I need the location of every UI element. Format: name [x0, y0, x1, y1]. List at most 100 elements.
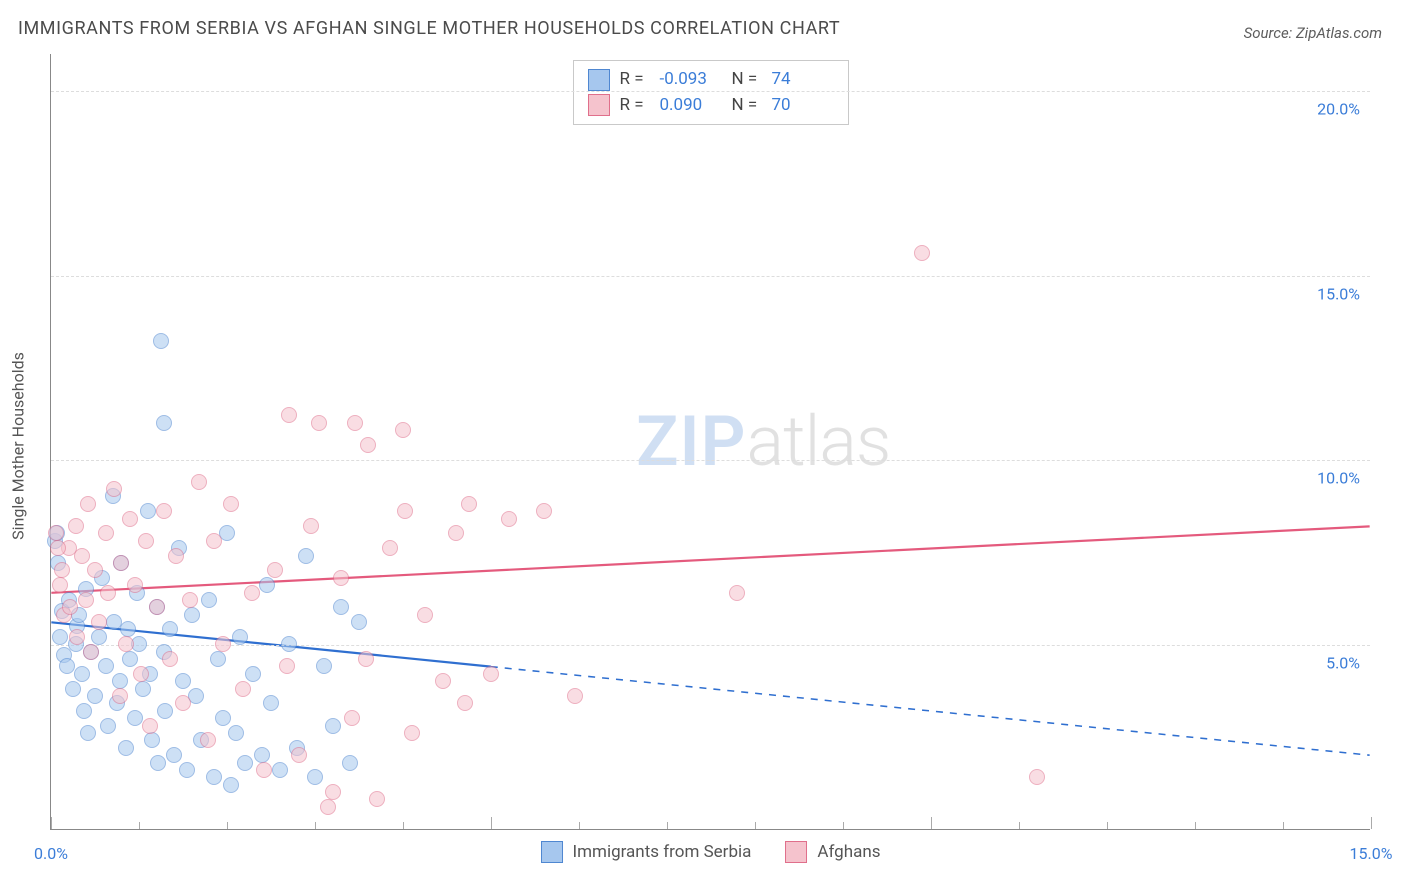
x-tick-minor [315, 822, 316, 829]
data-point-afghans [87, 562, 103, 578]
data-point-afghans [256, 762, 272, 778]
data-point-afghans [223, 496, 239, 512]
data-point-serbia [179, 762, 195, 778]
data-point-serbia [237, 755, 253, 771]
data-point-serbia [281, 636, 297, 652]
legend-stats-row-afghans: R = 0.090 N = 70 [588, 93, 834, 119]
data-point-afghans [291, 747, 307, 763]
data-point-afghans [369, 791, 385, 807]
data-point-afghans [62, 599, 78, 615]
data-point-afghans [382, 540, 398, 556]
data-point-serbia [65, 681, 81, 697]
gridline-h [51, 276, 1370, 277]
legend-swatch-serbia [541, 841, 563, 863]
data-point-afghans [91, 614, 107, 630]
data-point-serbia [215, 710, 231, 726]
x-tick [1371, 817, 1372, 829]
data-point-afghans [417, 607, 433, 623]
chart-source: Source: ZipAtlas.com [1244, 24, 1382, 42]
data-point-serbia [307, 769, 323, 785]
legend-item-afghans: Afghans [785, 841, 880, 863]
data-point-afghans [483, 666, 499, 682]
y-tick-label: 20.0% [1317, 99, 1360, 118]
data-point-serbia [254, 747, 270, 763]
data-point-afghans [83, 644, 99, 660]
data-point-afghans [448, 525, 464, 541]
data-point-afghans [344, 710, 360, 726]
data-point-afghans [914, 245, 930, 261]
x-tick-minor [227, 822, 228, 829]
data-point-serbia [157, 703, 173, 719]
data-point-serbia [120, 621, 136, 637]
data-point-afghans [501, 511, 517, 527]
data-point-serbia [228, 725, 244, 741]
data-point-afghans [320, 799, 336, 815]
data-point-serbia [325, 718, 341, 734]
data-point-serbia [162, 621, 178, 637]
x-tick-label: 0.0% [34, 844, 68, 863]
legend-label-afghans: Afghans [817, 842, 880, 862]
data-point-afghans [435, 673, 451, 689]
data-point-serbia [316, 658, 332, 674]
data-point-serbia [91, 629, 107, 645]
data-point-serbia [74, 666, 90, 682]
data-point-afghans [182, 592, 198, 608]
data-point-serbia [156, 415, 172, 431]
data-point-serbia [135, 681, 151, 697]
trendline-afghans [51, 526, 1369, 592]
data-point-serbia [201, 592, 217, 608]
data-point-afghans [69, 629, 85, 645]
data-point-serbia [259, 577, 275, 593]
y-tick-label: 5.0% [1326, 654, 1360, 673]
data-point-serbia [150, 755, 166, 771]
plot-area: ZIPatlas R = -0.093 N = 74 R = 0.090 N =… [50, 54, 1370, 830]
legend-label-serbia: Immigrants from Serbia [573, 842, 752, 862]
data-point-afghans [325, 784, 341, 800]
x-tick-minor [667, 822, 668, 829]
data-point-afghans [358, 651, 374, 667]
data-point-serbia [272, 762, 288, 778]
x-tick-label: 15.0% [1350, 844, 1393, 863]
data-point-afghans [106, 481, 122, 497]
data-point-serbia [100, 718, 116, 734]
data-point-serbia [52, 629, 68, 645]
data-point-afghans [122, 511, 138, 527]
data-point-serbia [76, 703, 92, 719]
data-point-afghans [333, 570, 349, 586]
data-point-afghans [200, 732, 216, 748]
source-name: ZipAtlas.com [1296, 24, 1382, 42]
data-point-afghans [395, 422, 411, 438]
trendlines-svg [51, 54, 1370, 829]
data-point-afghans [78, 592, 94, 608]
legend-swatch-afghans [588, 94, 610, 116]
data-point-afghans [54, 562, 70, 578]
data-point-serbia [245, 666, 261, 682]
x-tick-minor [1019, 822, 1020, 829]
data-point-serbia [98, 658, 114, 674]
data-point-serbia [166, 747, 182, 763]
y-tick-label: 15.0% [1317, 284, 1360, 303]
data-point-afghans [347, 415, 363, 431]
legend-n-label: N = [732, 67, 762, 93]
data-point-afghans [80, 496, 96, 512]
data-point-serbia [80, 725, 96, 741]
data-point-afghans [48, 525, 64, 541]
data-point-afghans [206, 533, 222, 549]
data-point-afghans [100, 585, 116, 601]
legend-r-value-afghans: 0.090 [660, 93, 722, 119]
data-point-afghans [149, 599, 165, 615]
x-tick-minor [1283, 822, 1284, 829]
data-point-afghans [311, 415, 327, 431]
data-point-afghans [397, 503, 413, 519]
data-point-afghans [118, 636, 134, 652]
data-point-serbia [342, 755, 358, 771]
data-point-serbia [87, 688, 103, 704]
x-tick-minor [579, 822, 580, 829]
data-point-afghans [127, 577, 143, 593]
legend-r-label: R = [620, 67, 650, 93]
data-point-afghans [112, 688, 128, 704]
source-prefix: Source: [1244, 24, 1296, 42]
data-point-afghans [142, 718, 158, 734]
data-point-afghans [52, 577, 68, 593]
data-point-serbia [144, 732, 160, 748]
